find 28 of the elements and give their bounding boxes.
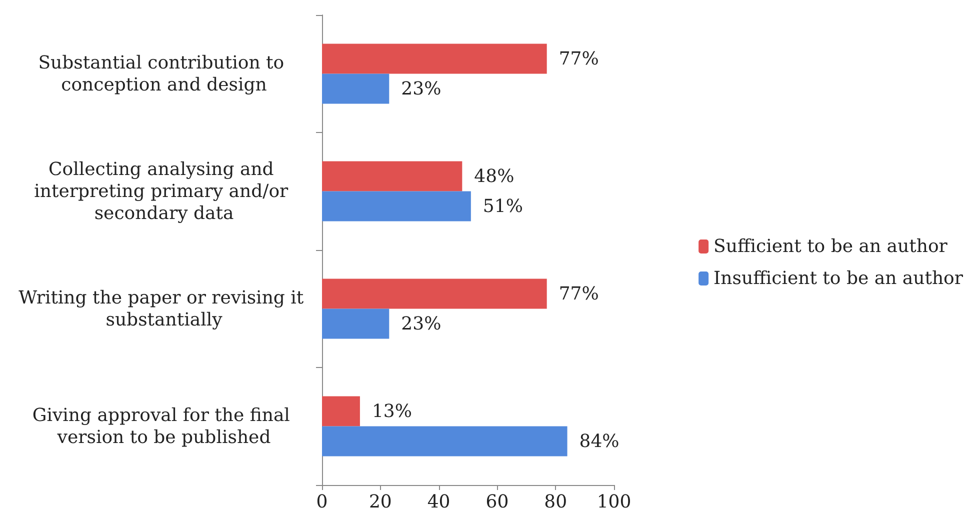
x-tick-label: 60	[486, 492, 509, 512]
data-label: 48%	[474, 166, 514, 187]
data-label: 23%	[401, 313, 442, 334]
bar	[322, 74, 390, 104]
y-tick-label: Substantial contribution to conception and design	[38, 52, 290, 96]
data-label: 77%	[558, 48, 599, 70]
y-tick-label: Giving approval for the final version to be published	[32, 404, 296, 448]
x-tick-label: 0	[316, 492, 328, 512]
bar	[322, 426, 568, 456]
x-tick-label: 40	[427, 492, 450, 512]
bar	[322, 191, 471, 222]
bar	[322, 161, 462, 192]
x-tick-label: 20	[368, 492, 392, 512]
data-label: 51%	[482, 196, 523, 217]
data-label: 84%	[579, 430, 620, 452]
bar	[322, 396, 360, 426]
data-label: 77%	[558, 283, 599, 304]
x-tick-label: 100	[596, 492, 632, 512]
data-label: 23%	[401, 78, 442, 100]
bar	[322, 278, 547, 309]
y-tick-label: Collecting analysing and interpreting primary and/or secondary data	[34, 158, 294, 224]
x-tick-label: 80	[544, 492, 568, 512]
bar	[322, 308, 390, 339]
legend-label: Insufficient to be an author	[714, 268, 964, 289]
y-tick-label: Writing the paper or revising it substantially	[18, 287, 310, 330]
legend-label: Sufficient to be an author	[714, 236, 948, 257]
bar	[322, 44, 547, 74]
data-label: 13%	[372, 400, 412, 422]
